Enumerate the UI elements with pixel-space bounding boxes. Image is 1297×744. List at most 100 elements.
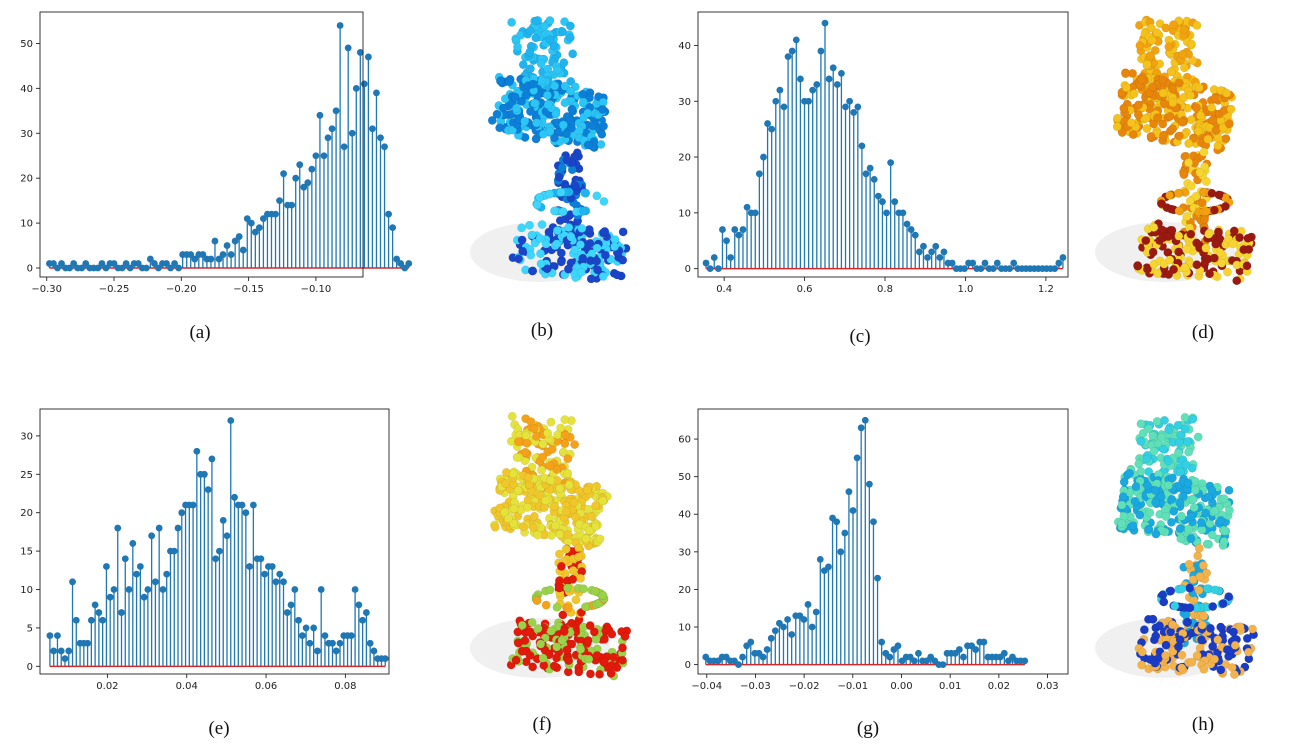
point-c-85 bbox=[1051, 265, 1059, 273]
ytick-label-g-1: 10 bbox=[678, 623, 691, 634]
point-g-39 bbox=[861, 416, 869, 424]
chair-point bbox=[1208, 602, 1218, 611]
chair-point bbox=[598, 105, 608, 114]
chair-point bbox=[1210, 654, 1219, 664]
point-a-60 bbox=[288, 201, 296, 209]
chair-point bbox=[1193, 432, 1203, 442]
chair-point bbox=[545, 189, 555, 199]
point-g-43 bbox=[878, 638, 886, 646]
caption-a: (a) bbox=[189, 322, 211, 343]
chair-point bbox=[523, 503, 532, 512]
point-e-66 bbox=[295, 616, 302, 624]
ytick-label-c-0: 0 bbox=[685, 264, 691, 275]
point-e-5 bbox=[65, 647, 73, 655]
point-e-20 bbox=[121, 555, 129, 563]
chair-point bbox=[545, 585, 555, 595]
point-a-69 bbox=[324, 134, 332, 142]
chair-point bbox=[532, 432, 541, 441]
chair-point bbox=[567, 639, 577, 649]
ytick-label-e-3: 15 bbox=[20, 547, 33, 558]
chair-point bbox=[1167, 494, 1177, 504]
point-a-88 bbox=[401, 264, 409, 272]
chair-point bbox=[1194, 83, 1204, 93]
chair-point bbox=[1161, 23, 1171, 33]
chair-point bbox=[1180, 263, 1190, 273]
chair-point bbox=[556, 561, 566, 571]
chair-point bbox=[1148, 82, 1158, 92]
chair-point bbox=[1118, 492, 1128, 502]
point-a-41 bbox=[211, 237, 219, 245]
chair-point bbox=[543, 100, 553, 110]
chair-point bbox=[1148, 614, 1158, 624]
point-g-28 bbox=[816, 555, 824, 563]
point-a-8 bbox=[78, 264, 86, 272]
chair-point bbox=[1135, 41, 1145, 51]
chair-point bbox=[1186, 229, 1196, 239]
chair-point bbox=[523, 473, 533, 482]
point-c-10 bbox=[743, 203, 751, 211]
chair-point bbox=[1224, 485, 1234, 495]
caption-b: (b) bbox=[530, 320, 554, 341]
chair-point bbox=[1211, 239, 1221, 249]
point-a-36 bbox=[191, 255, 199, 263]
chair-point bbox=[591, 501, 601, 511]
chair-point bbox=[1186, 90, 1195, 100]
chair-point bbox=[1131, 482, 1141, 492]
chair-point bbox=[513, 42, 522, 52]
chair-point bbox=[1218, 599, 1228, 609]
chair-point bbox=[1192, 238, 1202, 248]
point-g-30 bbox=[825, 563, 832, 571]
point-e-18 bbox=[114, 524, 122, 532]
point-g-21 bbox=[788, 631, 796, 638]
point-c-8 bbox=[735, 231, 743, 239]
point-e-42 bbox=[204, 486, 212, 494]
point-a-51 bbox=[251, 228, 259, 236]
chair-point bbox=[532, 118, 541, 128]
chair-point bbox=[1229, 226, 1239, 236]
chair-point bbox=[1177, 663, 1187, 673]
chair-point bbox=[1181, 460, 1191, 470]
chair-point bbox=[1170, 601, 1180, 611]
chair-point bbox=[563, 264, 573, 274]
chair-point bbox=[578, 253, 588, 263]
point-e-62 bbox=[280, 578, 287, 586]
chair-point bbox=[1177, 117, 1187, 127]
chair-point bbox=[549, 41, 559, 51]
chair-point bbox=[521, 430, 531, 440]
point-a-35 bbox=[187, 251, 195, 258]
chair-point bbox=[1169, 506, 1179, 516]
chair-point bbox=[1156, 492, 1166, 502]
chair-point bbox=[1201, 508, 1211, 518]
chair-point bbox=[589, 627, 599, 637]
chair-point bbox=[1158, 75, 1168, 85]
chair-point bbox=[585, 621, 595, 631]
point-e-21 bbox=[125, 586, 133, 593]
point-g-73 bbox=[1000, 649, 1008, 657]
chair-point bbox=[1180, 424, 1190, 434]
point-e-57 bbox=[261, 570, 269, 578]
point-e-34 bbox=[174, 524, 182, 532]
point-c-22 bbox=[792, 36, 800, 44]
point-a-84 bbox=[385, 210, 392, 218]
chair-point bbox=[560, 430, 570, 440]
chair-point bbox=[533, 624, 543, 633]
chair-point bbox=[1187, 657, 1197, 667]
point-a-30 bbox=[167, 264, 174, 272]
point-c-67 bbox=[977, 265, 985, 273]
chair-point bbox=[563, 454, 573, 464]
point-a-76 bbox=[352, 84, 360, 92]
chair-point bbox=[584, 654, 594, 664]
chair-point bbox=[558, 207, 568, 217]
chair-point bbox=[1202, 584, 1212, 594]
chair-point bbox=[1126, 118, 1136, 128]
point-c-13 bbox=[755, 170, 763, 178]
chair-point bbox=[1179, 170, 1189, 180]
chair-point bbox=[1190, 485, 1200, 495]
chair-point bbox=[504, 514, 513, 523]
point-a-47 bbox=[235, 233, 243, 240]
point-e-23 bbox=[133, 570, 140, 578]
point-g-40 bbox=[865, 480, 873, 488]
point-e-22 bbox=[129, 540, 137, 547]
chair-point bbox=[1198, 561, 1208, 570]
